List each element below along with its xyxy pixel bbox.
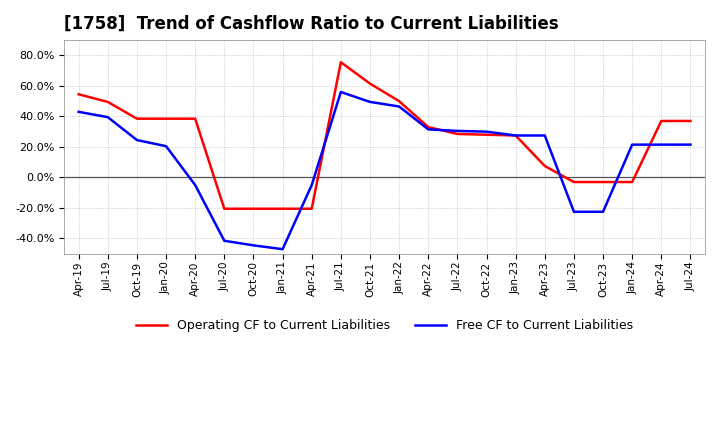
Line: Free CF to Current Liabilities: Free CF to Current Liabilities: [78, 92, 690, 249]
Free CF to Current Liabilities: [628, 142, 636, 147]
Operating CF to Current Liabilities: [336, 59, 345, 65]
Operating CF to Current Liabilities: [132, 116, 141, 121]
Operating CF to Current Liabilities: [511, 133, 520, 138]
Line: Operating CF to Current Liabilities: Operating CF to Current Liabilities: [78, 62, 690, 209]
Operating CF to Current Liabilities: [424, 125, 433, 130]
Free CF to Current Liabilities: [74, 109, 83, 114]
Operating CF to Current Liabilities: [249, 206, 258, 211]
Operating CF to Current Liabilities: [599, 180, 608, 185]
Free CF to Current Liabilities: [541, 133, 549, 138]
Free CF to Current Liabilities: [424, 127, 433, 132]
Free CF to Current Liabilities: [278, 246, 287, 252]
Operating CF to Current Liabilities: [220, 206, 229, 211]
Operating CF to Current Liabilities: [278, 206, 287, 211]
Operating CF to Current Liabilities: [74, 92, 83, 97]
Operating CF to Current Liabilities: [307, 206, 316, 211]
Free CF to Current Liabilities: [366, 99, 374, 105]
Free CF to Current Liabilities: [686, 142, 695, 147]
Free CF to Current Liabilities: [162, 143, 171, 149]
Operating CF to Current Liabilities: [541, 163, 549, 169]
Free CF to Current Liabilities: [482, 129, 491, 134]
Free CF to Current Liabilities: [307, 183, 316, 188]
Free CF to Current Liabilities: [249, 243, 258, 248]
Legend: Operating CF to Current Liabilities, Free CF to Current Liabilities: Operating CF to Current Liabilities, Fre…: [130, 314, 639, 337]
Operating CF to Current Liabilities: [482, 132, 491, 137]
Free CF to Current Liabilities: [132, 137, 141, 143]
Operating CF to Current Liabilities: [366, 81, 374, 86]
Free CF to Current Liabilities: [395, 104, 403, 109]
Operating CF to Current Liabilities: [395, 99, 403, 104]
Operating CF to Current Liabilities: [162, 116, 171, 121]
Free CF to Current Liabilities: [191, 183, 199, 188]
Operating CF to Current Liabilities: [628, 180, 636, 185]
Free CF to Current Liabilities: [104, 114, 112, 120]
Operating CF to Current Liabilities: [686, 118, 695, 124]
Operating CF to Current Liabilities: [570, 180, 578, 185]
Operating CF to Current Liabilities: [191, 116, 199, 121]
Free CF to Current Liabilities: [570, 209, 578, 214]
Free CF to Current Liabilities: [220, 238, 229, 243]
Text: [1758]  Trend of Cashflow Ratio to Current Liabilities: [1758] Trend of Cashflow Ratio to Curren…: [64, 15, 559, 33]
Free CF to Current Liabilities: [336, 89, 345, 95]
Operating CF to Current Liabilities: [453, 131, 462, 136]
Free CF to Current Liabilities: [599, 209, 608, 214]
Operating CF to Current Liabilities: [104, 99, 112, 105]
Operating CF to Current Liabilities: [657, 118, 665, 124]
Free CF to Current Liabilities: [511, 133, 520, 138]
Free CF to Current Liabilities: [453, 128, 462, 134]
Free CF to Current Liabilities: [657, 142, 665, 147]
